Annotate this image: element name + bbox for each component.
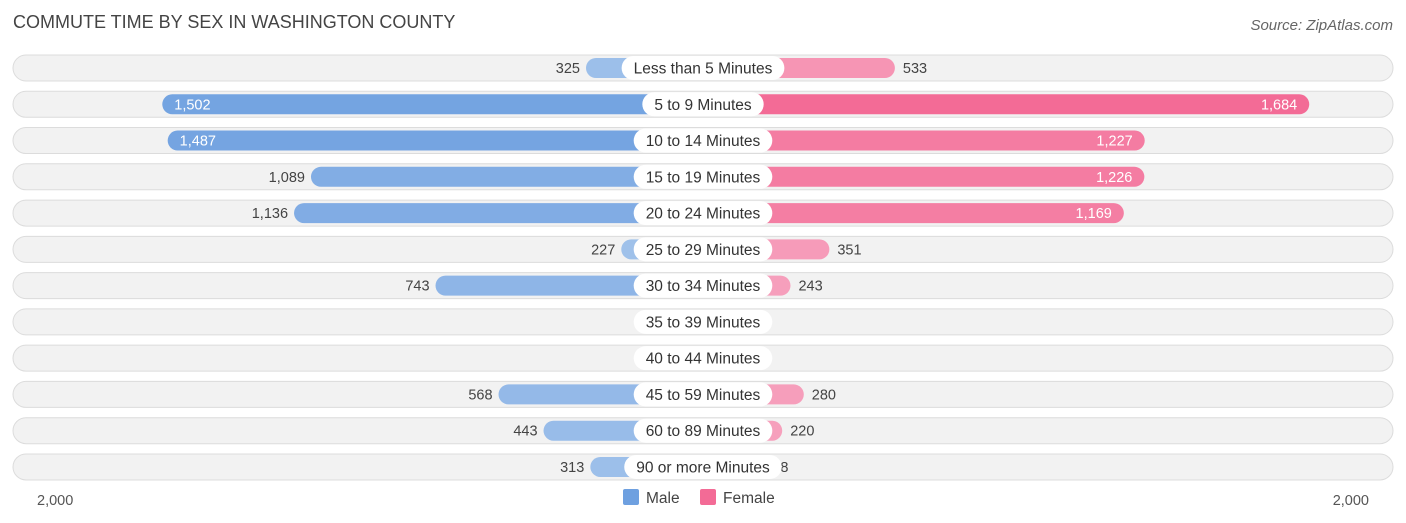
table-row: 1,502 1,684 5 to 9 Minutes bbox=[12, 90, 1394, 118]
female-value-label: 1,227 bbox=[1096, 134, 1132, 150]
category-pill bbox=[633, 164, 773, 189]
male-value-label: 743 bbox=[405, 279, 429, 295]
category-label: Less than 5 Minutes bbox=[634, 61, 773, 78]
male-bar bbox=[310, 166, 703, 187]
category-pill bbox=[633, 382, 773, 407]
legend-female-swatch bbox=[700, 489, 716, 505]
male-value-label: 227 bbox=[591, 242, 615, 258]
chart-source: Source: ZipAtlas.com bbox=[1250, 17, 1393, 34]
table-row: 1,136 1,169 20 to 24 Minutes bbox=[12, 199, 1394, 227]
category-label: 40 to 44 Minutes bbox=[646, 351, 761, 368]
legend-female-label: Female bbox=[723, 490, 775, 507]
category-label: 10 to 14 Minutes bbox=[646, 133, 761, 150]
category-label: 30 to 34 Minutes bbox=[646, 278, 761, 295]
female-bar bbox=[703, 203, 1124, 224]
female-value-label: 1,226 bbox=[1096, 170, 1132, 186]
male-value-label: 1,089 bbox=[269, 170, 305, 186]
legend: Male Female bbox=[623, 489, 775, 507]
female-value-label: 220 bbox=[790, 424, 814, 440]
category-pill bbox=[621, 56, 785, 80]
table-row: 606440 to 44 Minutes bbox=[12, 344, 1394, 372]
category-label: 45 to 59 Minutes bbox=[646, 387, 761, 404]
female-value-label: 1,169 bbox=[1076, 206, 1112, 222]
category-label: 5 to 9 Minutes bbox=[654, 97, 752, 114]
male-value-label: 568 bbox=[468, 387, 492, 403]
axis-left-label: 2,000 bbox=[37, 493, 73, 509]
male-value-label: 1,502 bbox=[174, 97, 210, 113]
male-bar bbox=[167, 130, 703, 151]
category-pill bbox=[624, 454, 782, 479]
male-value-label: 325 bbox=[556, 61, 580, 77]
table-row: 1075335 to 39 Minutes bbox=[12, 308, 1394, 336]
female-bar bbox=[703, 94, 1310, 115]
female-bar bbox=[703, 130, 1145, 151]
category-pill bbox=[633, 128, 773, 153]
female-value-label: 243 bbox=[798, 279, 822, 295]
male-value-label: 1,136 bbox=[252, 206, 288, 222]
category-pill bbox=[633, 418, 773, 443]
table-row: 227 351 25 to 29 Minutes bbox=[12, 235, 1394, 263]
category-label: 90 or more Minutes bbox=[636, 459, 770, 476]
category-label: 15 to 19 Minutes bbox=[646, 169, 761, 186]
category-label: 20 to 24 Minutes bbox=[646, 206, 761, 223]
category-pill bbox=[633, 201, 773, 226]
male-value-label: 313 bbox=[560, 460, 584, 476]
axis-right-label: 2,000 bbox=[1333, 493, 1369, 509]
category-pill bbox=[633, 273, 773, 298]
table-row: 568 280 45 to 59 Minutes bbox=[12, 380, 1394, 408]
male-value-label: 1,487 bbox=[180, 134, 216, 150]
legend-male-label: Male bbox=[646, 490, 680, 507]
female-value-label: 1,684 bbox=[1261, 97, 1297, 113]
table-row: 1,487 1,227 10 to 14 Minutes bbox=[12, 127, 1394, 155]
female-bar bbox=[703, 166, 1145, 187]
male-bar bbox=[162, 94, 703, 115]
category-pill bbox=[633, 237, 773, 262]
female-value-label: 533 bbox=[903, 61, 927, 77]
category-label: 60 to 89 Minutes bbox=[646, 423, 761, 440]
table-row: 31314890 or more Minutes bbox=[12, 453, 1394, 481]
table-row: 1,089 1,226 15 to 19 Minutes bbox=[12, 163, 1394, 191]
male-value-label: 443 bbox=[513, 424, 537, 440]
category-label: 25 to 29 Minutes bbox=[646, 242, 761, 259]
table-row: 743 243 30 to 34 Minutes bbox=[12, 272, 1394, 300]
table-row: 325 533 Less than 5 Minutes bbox=[12, 54, 1394, 82]
category-pill bbox=[633, 346, 773, 371]
legend-male-swatch bbox=[623, 489, 639, 505]
female-value-label: 351 bbox=[837, 242, 861, 258]
male-bar bbox=[294, 203, 703, 224]
chart-rows: 325 533 Less than 5 Minutes 1,502 1,684 5 to … bbox=[12, 54, 1394, 481]
female-value-label: 280 bbox=[812, 387, 836, 403]
category-pill bbox=[642, 92, 764, 117]
table-row: 443 220 60 to 89 Minutes bbox=[12, 417, 1394, 445]
category-label: 35 to 39 Minutes bbox=[646, 314, 761, 331]
chart-title: COMMUTE TIME BY SEX IN WASHINGTON COUNTY bbox=[13, 12, 455, 32]
category-pill bbox=[633, 309, 773, 334]
